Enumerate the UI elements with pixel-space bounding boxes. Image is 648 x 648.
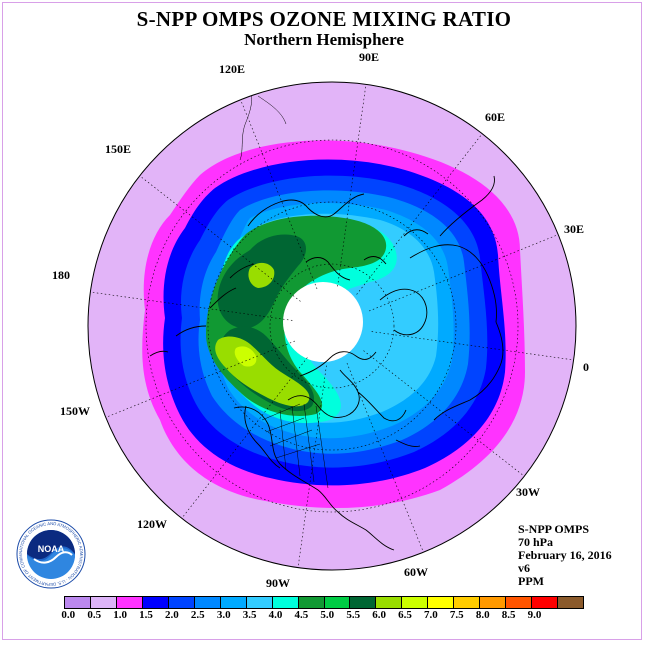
color-scale-swatch <box>246 597 273 608</box>
color-scale-swatch <box>90 597 117 608</box>
lon-label-30w: 30W <box>516 485 540 499</box>
lon-label-180: 180 <box>52 268 70 282</box>
color-scale-tick-label: 8.0 <box>475 609 490 621</box>
lon-label-120w: 120W <box>137 517 167 531</box>
coastlines <box>149 175 504 551</box>
color-scale-tick-label: 3.5 <box>242 609 257 621</box>
color-scale-swatch <box>454 597 481 608</box>
map-subtitle: Northern Hemisphere <box>244 30 404 49</box>
contour-6-0 <box>234 346 257 367</box>
color-scale-swatch <box>168 597 195 608</box>
contour-5-5 <box>248 262 275 288</box>
color-scale-tick-label: 4.5 <box>294 609 309 621</box>
color-scale-tick-label: 8.5 <box>501 609 516 621</box>
color-scale-swatch <box>428 597 455 608</box>
lon-label-90w: 90W <box>266 576 290 590</box>
lon-label-120e: 120E <box>219 62 246 76</box>
color-scale-swatch <box>220 597 247 608</box>
map-title: S-NPP OMPS OZONE MIXING RATIO <box>136 7 512 31</box>
instrument-label: S-NPP OMPS <box>518 522 589 536</box>
color-scale-swatch <box>480 597 507 608</box>
color-scale-tick-label: 0.5 <box>87 609 102 621</box>
map-boundary <box>87 81 577 571</box>
color-scale-swatch <box>142 597 169 608</box>
color-scale-tick-label: 9.0 <box>527 609 542 621</box>
pressure-level-label: 70 hPa <box>518 535 554 549</box>
color-scale-tick-label: 7.0 <box>424 609 438 621</box>
lon-label-150w: 150W <box>60 404 90 418</box>
color-scale-swatch <box>532 597 559 608</box>
color-scale-tick-label: 4.0 <box>268 609 283 621</box>
color-scale-tick-label: 2.0 <box>165 609 179 621</box>
latitude-circles <box>145 139 519 513</box>
color-scale-swatch <box>376 597 403 608</box>
color-scale-swatch <box>402 597 429 608</box>
lon-label-30e: 30E <box>564 222 585 236</box>
color-scale-swatch <box>350 597 377 608</box>
color-scale-tick-label: 2.5 <box>190 609 205 621</box>
lon-label-60w: 60W <box>404 565 428 579</box>
color-scale-swatch <box>506 597 533 608</box>
color-scale-tick-label: 7.5 <box>449 609 464 621</box>
version-label: v6 <box>518 561 530 575</box>
color-scale-swatch <box>65 597 91 608</box>
lon-label-0: 0 <box>583 360 589 374</box>
lon-label-150e: 150E <box>105 142 132 156</box>
color-scale-swatch <box>194 597 221 608</box>
units-label: PPM <box>518 574 544 588</box>
page-frame <box>2 2 642 640</box>
color-scale-swatch <box>324 597 351 608</box>
color-scale-tick-label: 1.5 <box>139 609 153 621</box>
date-label: February 16, 2016 <box>518 548 612 562</box>
color-scale-swatch <box>558 597 584 608</box>
noaa-logo-text: NOAA <box>38 544 65 554</box>
noaa-logo: NOAA NATIONAL OCEANIC AND ATMOSPHERIC AD… <box>16 519 86 589</box>
color-scale-bar <box>64 596 584 609</box>
color-scale-tick-label: 6.5 <box>398 609 412 621</box>
product-info: S-NPP OMPS 70 hPa February 16, 2016 v6 P… <box>518 523 612 588</box>
lon-label-60e: 60E <box>485 110 506 124</box>
color-scale-tick-label: 3.0 <box>216 609 231 621</box>
polar-night-no-data <box>283 282 363 362</box>
color-scale-tick-label: 6.0 <box>372 609 386 621</box>
color-scale-tick-label: 0.0 <box>61 609 76 621</box>
lon-label-90e: 90E <box>359 50 380 64</box>
political-boundaries <box>239 89 329 489</box>
color-scale-swatch <box>116 597 143 608</box>
color-scale-tick-label: 5.0 <box>320 609 335 621</box>
color-scale-swatch <box>298 597 325 608</box>
color-scale-tick-label: 5.5 <box>346 609 361 621</box>
color-scale-tick-label: 1.0 <box>113 609 127 621</box>
color-scale-swatch <box>272 597 299 608</box>
